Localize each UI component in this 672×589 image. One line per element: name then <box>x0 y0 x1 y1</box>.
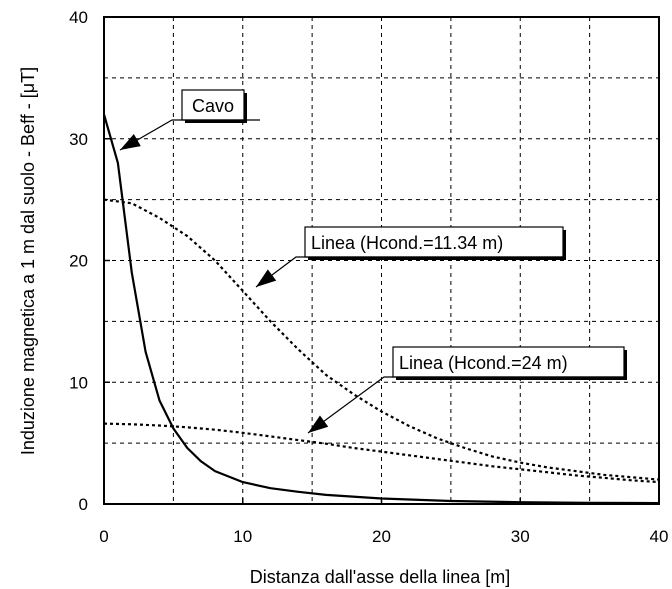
callout-label: Linea (Hcond.=11.34 m) <box>311 233 503 253</box>
callout-0: Cavo <box>119 89 260 151</box>
ticks: 0 10 20 30 40 0 10 20 30 40 <box>69 8 668 546</box>
callout-box <box>304 226 564 258</box>
callout-2: Linea (Hcond.=24 m) <box>307 346 627 434</box>
callout-arrowhead <box>308 415 329 433</box>
callout-leader <box>255 256 565 288</box>
y-tick-label: 20 <box>69 252 88 271</box>
x-tick-label: 30 <box>511 527 530 546</box>
y-tick-label: 0 <box>79 495 88 514</box>
x-tick-label: 40 <box>650 527 669 546</box>
callout-label: Linea (Hcond.=24 m) <box>399 353 568 373</box>
x-tick-label: 10 <box>233 527 252 546</box>
callout-box <box>392 346 625 378</box>
callout-1: Linea (Hcond.=11.34 m) <box>255 226 566 288</box>
series-line-1 <box>103 198 660 481</box>
y-tick-label: 10 <box>69 373 88 392</box>
x-tick-label: 20 <box>372 527 391 546</box>
callout-arrowhead <box>256 269 277 287</box>
y-tick-label: 30 <box>69 130 88 149</box>
callout-label: Cavo <box>192 96 234 116</box>
callouts: Cavo Linea (Hcond.=11.34 m) Linea (Hcond.=… <box>119 89 627 434</box>
callout-box <box>181 89 245 121</box>
x-tick-label: 0 <box>99 527 108 546</box>
callout-arrowhead <box>120 133 141 150</box>
y-axis-title: Induzione magnetica a 1 m dal suolo - Be… <box>18 67 38 455</box>
y-tick-label: 40 <box>69 8 88 27</box>
callout-leader <box>119 119 260 151</box>
x-axis-title: Distanza dall'asse della linea [m] <box>250 567 511 587</box>
callout-leader <box>307 376 624 434</box>
series-line-2 <box>103 422 660 484</box>
series-line-0 <box>102 114 660 505</box>
series-layer <box>102 114 660 505</box>
